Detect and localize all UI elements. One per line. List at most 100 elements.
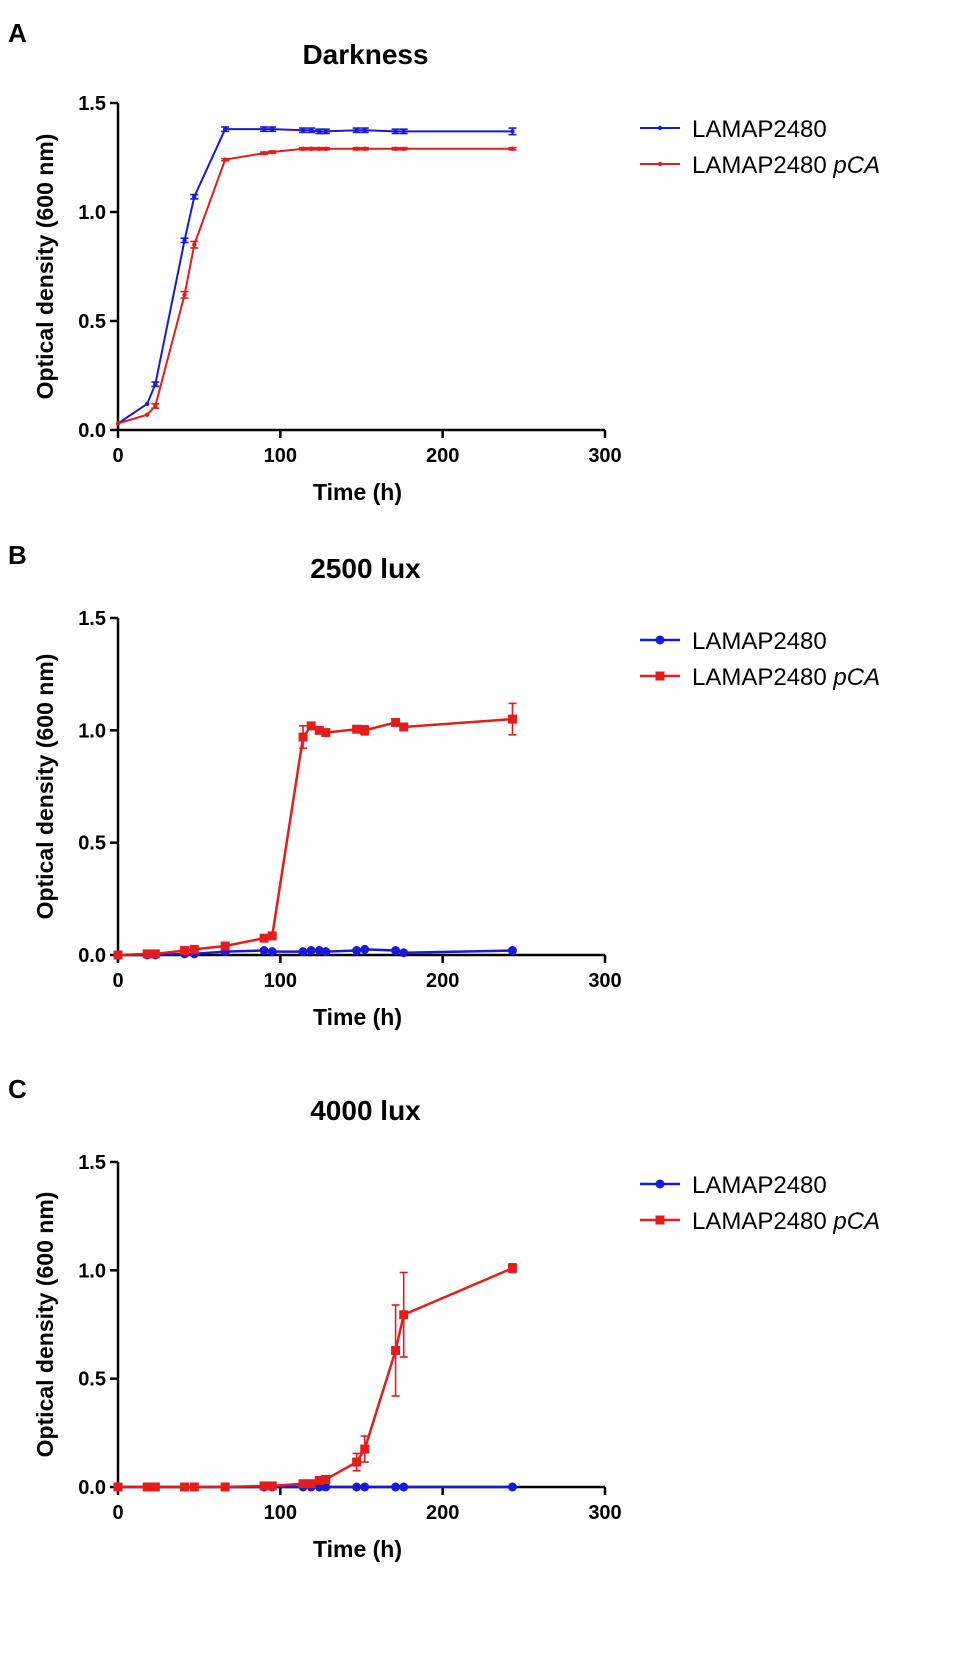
data-point	[507, 946, 517, 956]
data-point	[352, 724, 362, 734]
chart-panel-a: A Darkness 0.0 0.5 1.0 1.5 0 100 200 300 Time (h) O…	[8, 18, 880, 505]
y-tick-label: 1.0	[78, 720, 106, 742]
y-tick-label: 1.0	[78, 1260, 106, 1282]
data-point	[401, 129, 406, 134]
data-point	[115, 421, 121, 426]
y-tick-label: 0.5	[78, 311, 106, 333]
x-tick-label: 100	[264, 445, 297, 467]
data-point	[507, 1263, 517, 1273]
data-point	[354, 128, 359, 133]
x-axis-label: Time (h)	[313, 1004, 402, 1030]
data-point	[360, 1482, 370, 1492]
series-line	[117, 128, 513, 425]
data-point	[182, 292, 187, 298]
chart-panel-b: B 2500 lux 0.0 0.5 1.0 1.5 0 100 200 300 Time (h) O…	[8, 540, 880, 1030]
panel-letter: C	[8, 1074, 27, 1104]
data-point	[222, 157, 228, 162]
legend-entry: LAMAP2480 pCA	[640, 664, 880, 691]
data-point	[267, 947, 277, 957]
data-point	[150, 949, 160, 959]
data-point	[401, 146, 406, 151]
y-tick-label: 1.5	[78, 608, 106, 630]
data-point	[267, 931, 277, 941]
data-point	[321, 728, 331, 738]
y-tick-label: 0.0	[78, 945, 106, 967]
x-tick-label: 100	[264, 970, 297, 992]
data-point	[220, 941, 230, 951]
data-point	[362, 128, 367, 133]
data-point	[352, 1457, 362, 1467]
data-point	[317, 129, 322, 134]
x-tick-label: 300	[588, 445, 621, 467]
panel-letter: A	[8, 18, 27, 48]
data-point	[298, 1479, 308, 1489]
data-point	[507, 714, 517, 724]
data-point	[259, 946, 269, 956]
y-tick-label: 0.5	[78, 833, 106, 855]
legend-entry: LAMAP2480 pCA	[640, 1208, 880, 1235]
data-point	[321, 947, 331, 957]
data-point	[360, 1444, 370, 1454]
panel-letter: B	[8, 540, 27, 570]
data-point	[192, 194, 197, 199]
data-point	[270, 126, 275, 132]
data-point	[314, 1476, 324, 1485]
data-point	[306, 1479, 316, 1489]
legend-label: LAMAP2480 pCA	[692, 664, 880, 691]
legend-label: LAMAP2480 pCA	[692, 152, 880, 179]
legend-marker	[657, 161, 663, 167]
data-point	[113, 1482, 123, 1492]
y-axis-label: Optical density (600 nm)	[32, 134, 58, 400]
x-tick-label: 0	[112, 445, 123, 467]
series-line	[117, 717, 513, 957]
data-point	[391, 946, 401, 956]
legend-label-name: LAMAP2480	[692, 1172, 827, 1199]
series-line	[118, 1267, 513, 1489]
data-point	[145, 401, 150, 407]
series-lamap2480-pca	[113, 1263, 517, 1492]
data-point	[362, 146, 367, 151]
legend-label-name: LAMAP2480	[692, 628, 827, 655]
chart-title: 2500 lux	[310, 553, 421, 584]
data-point	[189, 1482, 199, 1492]
data-point	[298, 947, 308, 957]
legend-entry: LAMAP2480	[640, 116, 827, 143]
data-point	[180, 1482, 190, 1492]
legend-label: LAMAP2480	[692, 116, 827, 143]
data-point	[142, 949, 152, 959]
data-point	[259, 1481, 269, 1491]
data-point	[300, 128, 306, 133]
data-point	[189, 944, 199, 954]
legend-label-name: LAMAP2480	[692, 152, 833, 179]
legend-marker	[655, 1215, 665, 1225]
legend-marker	[655, 1179, 665, 1189]
data-point	[182, 238, 187, 243]
data-point	[150, 1482, 160, 1492]
legend-marker	[655, 635, 665, 645]
data-point	[360, 725, 370, 735]
data-point	[323, 146, 328, 151]
data-point	[352, 1482, 362, 1492]
y-tick-label: 1.0	[78, 202, 106, 224]
data-point	[142, 1482, 152, 1492]
data-point	[180, 946, 190, 956]
data-point	[352, 946, 362, 956]
data-point	[510, 146, 515, 151]
data-point	[360, 944, 370, 954]
data-point	[391, 717, 401, 727]
y-tick-label: 0.0	[78, 1477, 106, 1499]
legend-label-name: LAMAP2480	[692, 1208, 833, 1235]
legend-label-italic: pCA	[832, 1208, 880, 1235]
x-tick-label: 0	[112, 970, 123, 992]
y-tick-label: 0.5	[78, 1369, 106, 1391]
legend-label: LAMAP2480	[692, 1172, 827, 1199]
x-tick-label: 300	[588, 1502, 621, 1524]
legend-label-italic: pCA	[832, 664, 880, 691]
chart-title: Darkness	[302, 39, 428, 70]
legend-marker	[655, 671, 665, 681]
x-tick-label: 300	[588, 970, 621, 992]
data-point	[391, 1346, 401, 1355]
data-point	[393, 146, 398, 151]
x-axis-label: Time (h)	[313, 1536, 402, 1562]
legend-label: LAMAP2480	[692, 628, 827, 655]
